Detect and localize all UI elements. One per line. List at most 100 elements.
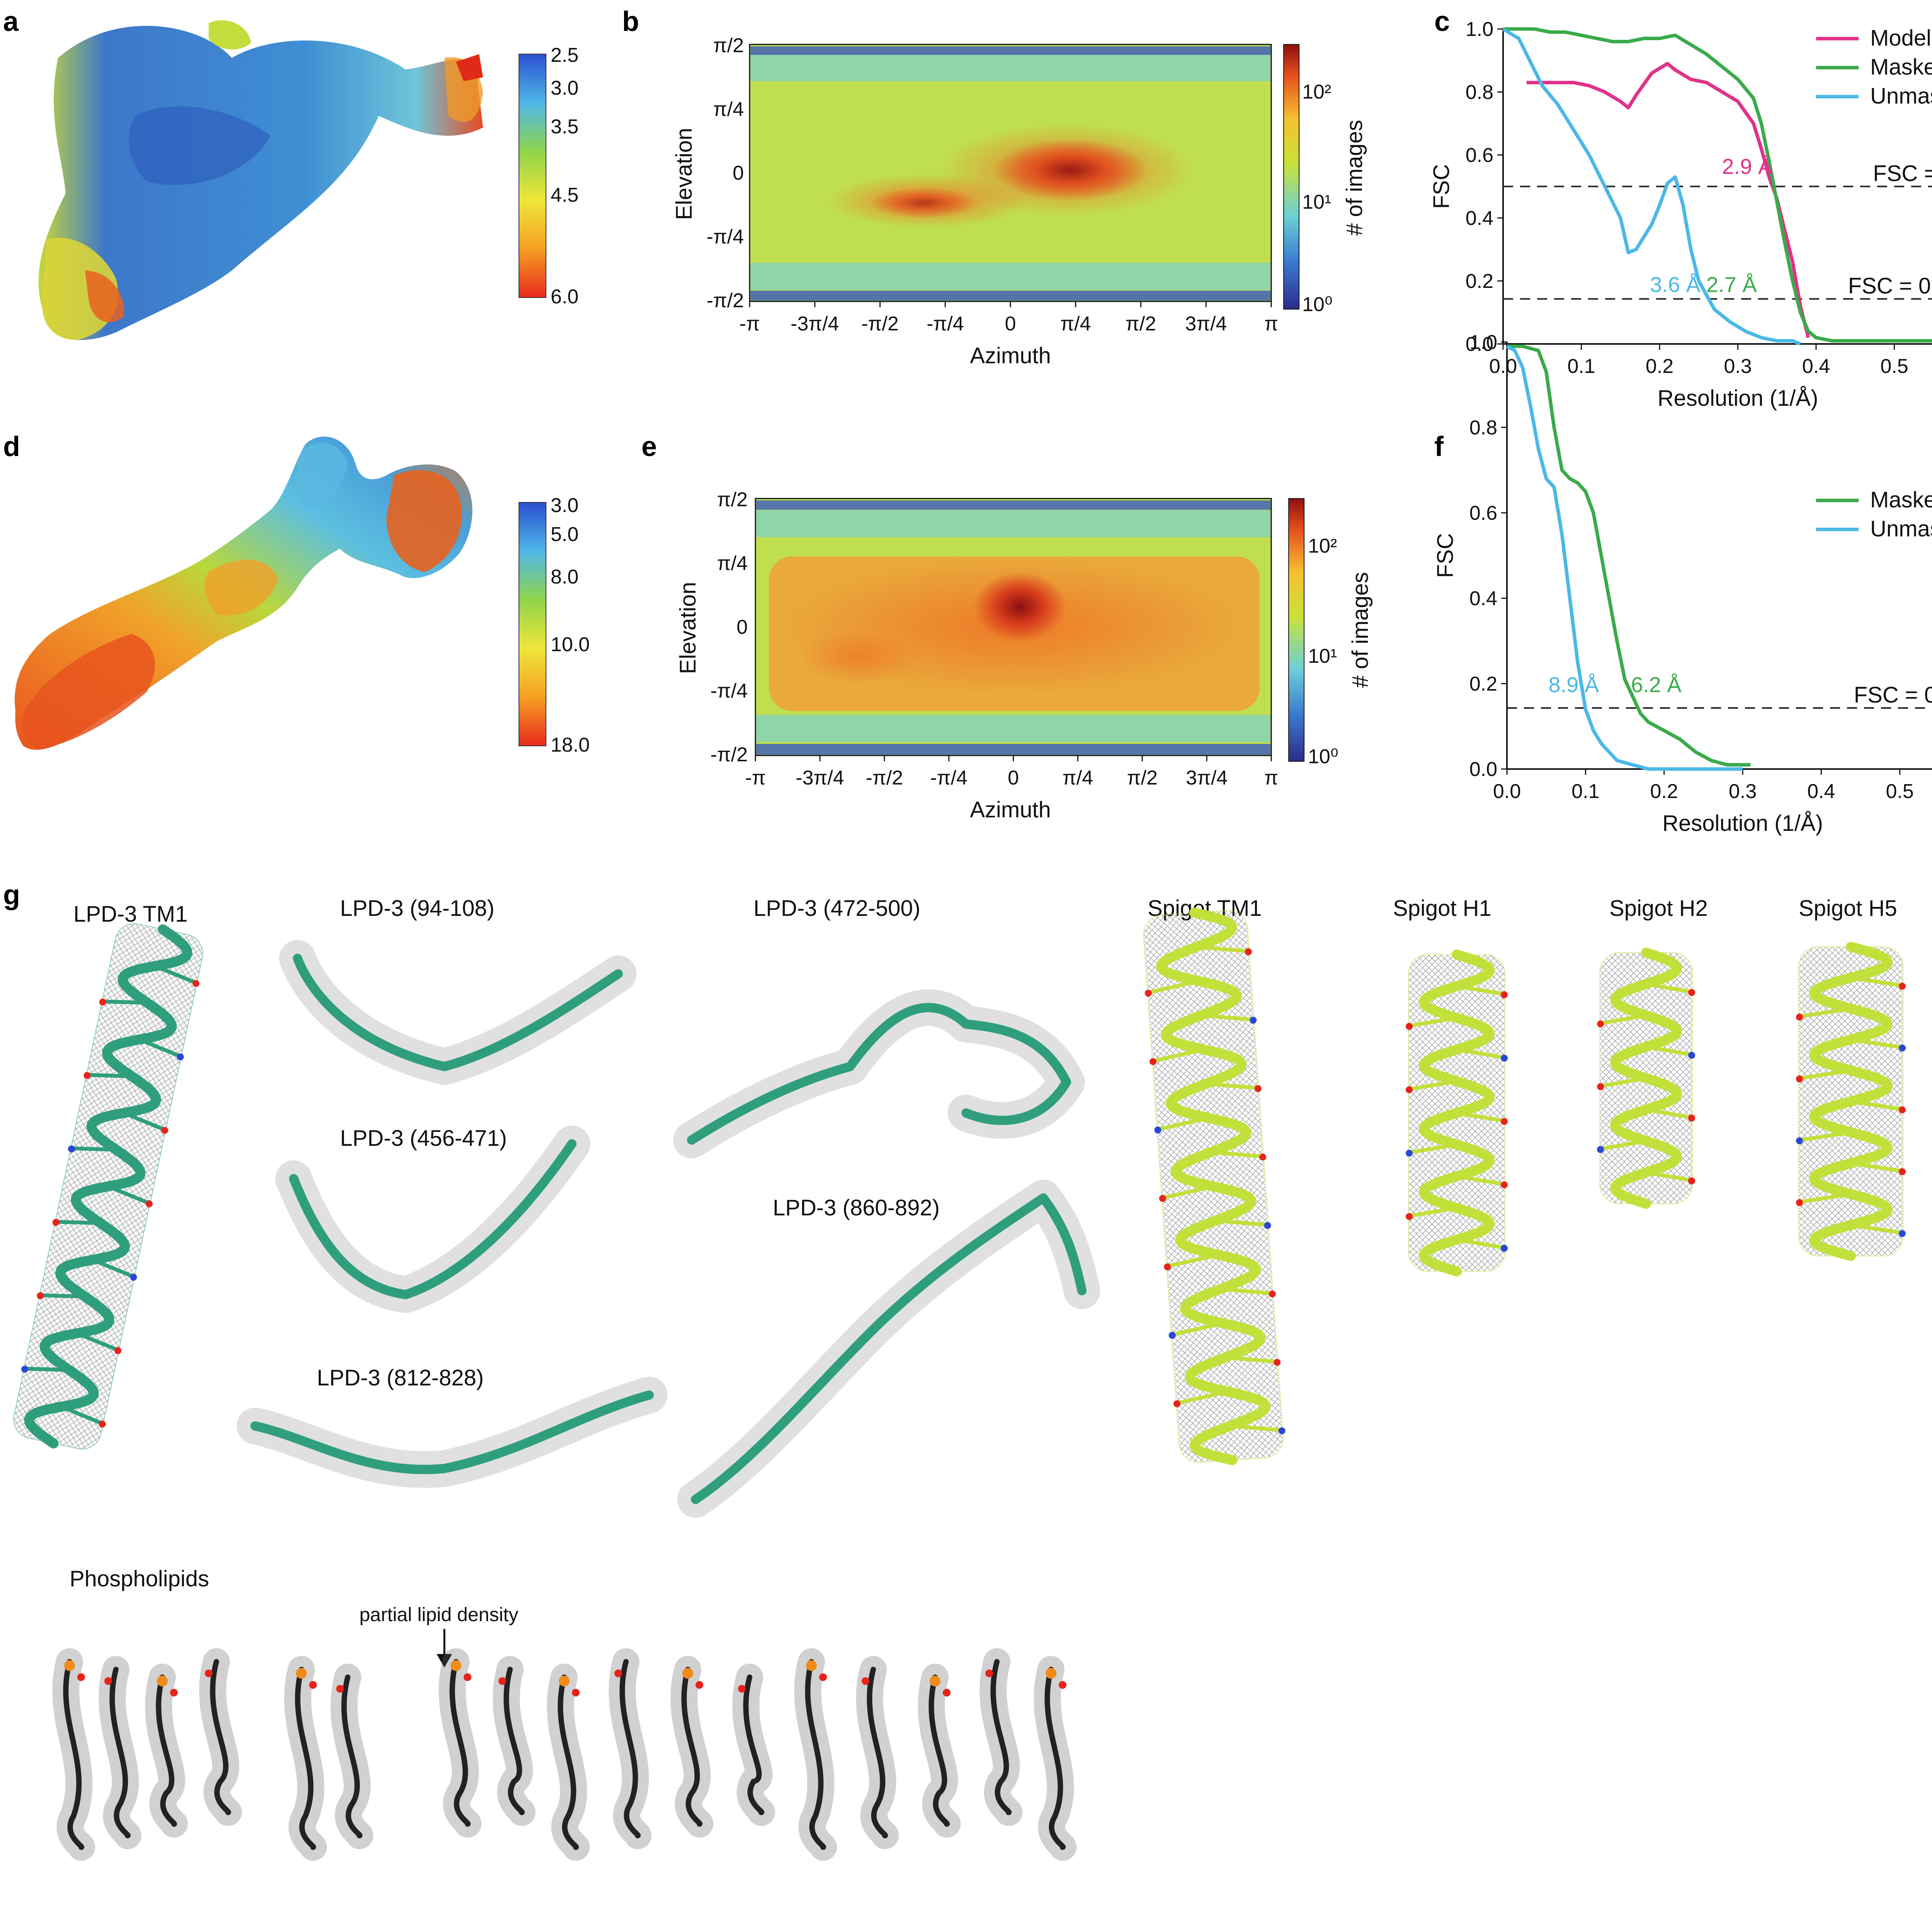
oxygen-atom: [572, 1689, 580, 1696]
lipid-tail: [990, 1659, 1012, 1815]
colorbar-a-tick-3: 4.5: [551, 184, 578, 206]
resolution-annotation: 2.7 Å: [1706, 272, 1757, 297]
b-ytick-2: 0: [733, 162, 744, 184]
side-chain: [57, 1220, 100, 1225]
atom: [99, 998, 106, 1006]
colorbar-e: [1288, 498, 1304, 762]
phosphate-atom: [559, 1676, 570, 1686]
lipid-tail: [867, 1667, 888, 1838]
title-spigot-h1: Spigot H1: [1393, 896, 1492, 921]
b-xlabel: Azimuth: [970, 343, 1051, 368]
oxygen-atom: [336, 1685, 344, 1693]
ytick-label: 0.2: [1469, 673, 1497, 695]
ytick-label: 0.2: [1466, 270, 1493, 293]
side-chain: [1220, 1287, 1272, 1295]
lipid-tail: [156, 1674, 177, 1827]
atom: [1597, 1146, 1604, 1153]
side-chain: [1850, 1161, 1901, 1173]
atom: [1245, 948, 1252, 955]
side-chain: [1850, 1099, 1901, 1111]
side-chain: [1410, 1143, 1457, 1154]
e-xtick-label: -π/4: [930, 767, 968, 789]
density-mesh: [236, 1377, 668, 1488]
atom: [1501, 1181, 1508, 1188]
side-chain: [1410, 1079, 1457, 1091]
oxygen-atom: [77, 1673, 85, 1681]
atom: [1899, 1230, 1906, 1237]
e-xtick-label: 0: [1008, 767, 1019, 789]
ytick-label: 0.6: [1469, 502, 1497, 524]
atom: [1501, 1055, 1508, 1062]
phosphate-atom: [806, 1660, 817, 1671]
model-spigot-h5: [1796, 942, 1906, 1261]
lipid-molecule: [918, 1664, 961, 1838]
colorbar-d: [519, 502, 546, 746]
side-chain: [76, 1331, 118, 1352]
side-chain: [41, 1293, 85, 1299]
oxygen-atom: [985, 1669, 993, 1677]
atom: [1150, 1058, 1157, 1065]
panel-label-d: d: [3, 431, 20, 462]
phosphate-atom: [1046, 1668, 1056, 1679]
atom: [52, 1219, 60, 1226]
oxygen-atom: [170, 1689, 178, 1696]
oxygen-atom: [1059, 1681, 1066, 1689]
side-chain: [123, 1111, 165, 1132]
xtick-label: 0.3: [1729, 780, 1757, 803]
model-lpd3-860-892: [677, 1179, 1100, 1518]
b-ytick-0: π/2: [713, 34, 744, 57]
lipid-molecule: [547, 1664, 590, 1861]
ytick-label: 1.0: [1469, 331, 1497, 354]
lipid-molecule: [980, 1648, 1023, 1826]
legend-label: Unmasked: [1870, 516, 1932, 541]
heatmap-b: [749, 44, 1272, 302]
side-chain: [138, 1038, 180, 1058]
backbone-ribbon: [687, 1003, 1071, 1145]
colorbar-b-tick-2: 10⁰: [1302, 293, 1333, 316]
e-xtick-label: π/4: [1063, 767, 1093, 789]
lipid-tail: [743, 1674, 765, 1815]
side-chain: [60, 1405, 102, 1425]
side-chain: [1410, 1206, 1457, 1218]
side-chain: [1456, 1238, 1503, 1249]
colorbar-d-tick-2: 8.0: [551, 566, 578, 588]
atom: [1145, 990, 1152, 997]
side-chain: [1800, 1130, 1851, 1142]
lipid-tail: [558, 1674, 579, 1850]
fsc-chart-f: 1.00.80.60.40.20.00.00.10.20.30.40.50.6R…: [1433, 331, 1932, 836]
lipid-tail: [805, 1659, 827, 1850]
phospholipid-densities: [52, 1648, 1077, 1861]
colorbar-b-label: # of images: [1342, 120, 1367, 236]
atom: [1688, 989, 1695, 996]
oxygen-atom: [696, 1681, 703, 1689]
legend-label: Model vs. Map: [1870, 26, 1932, 51]
atom: [68, 1145, 75, 1153]
side-chain: [1173, 1321, 1223, 1337]
side-chain: [73, 1146, 116, 1152]
oxygen-atom: [943, 1689, 951, 1696]
lipid-molecule: [609, 1648, 652, 1849]
side-chain: [1646, 1170, 1691, 1182]
legend-label: Unmasked: [1870, 83, 1932, 109]
model-spigot-h2: [1597, 948, 1695, 1209]
atom: [177, 1053, 184, 1060]
side-chain: [107, 1184, 149, 1205]
side-chain: [1800, 1007, 1851, 1018]
atom: [1269, 1290, 1276, 1298]
side-chain: [26, 1366, 70, 1372]
colorbar-d-tick-1: 5.0: [551, 523, 578, 546]
lipid-tail: [681, 1667, 703, 1827]
phosphate-atom: [930, 1676, 940, 1686]
panel-label-f: f: [1434, 431, 1444, 462]
b-xtick-label: -3π/4: [791, 313, 839, 335]
oxygen-atom: [614, 1669, 622, 1677]
lipid-molecule: [670, 1656, 714, 1838]
density-mesh: [279, 940, 637, 1085]
e-ytick-3: -π/4: [710, 680, 748, 702]
colorbar-e-tick-1: 10¹: [1308, 645, 1337, 667]
oxygen-atom: [738, 1685, 746, 1693]
atom: [1501, 991, 1508, 998]
side-chain: [1158, 1116, 1209, 1131]
lipid-molecule: [856, 1656, 899, 1849]
